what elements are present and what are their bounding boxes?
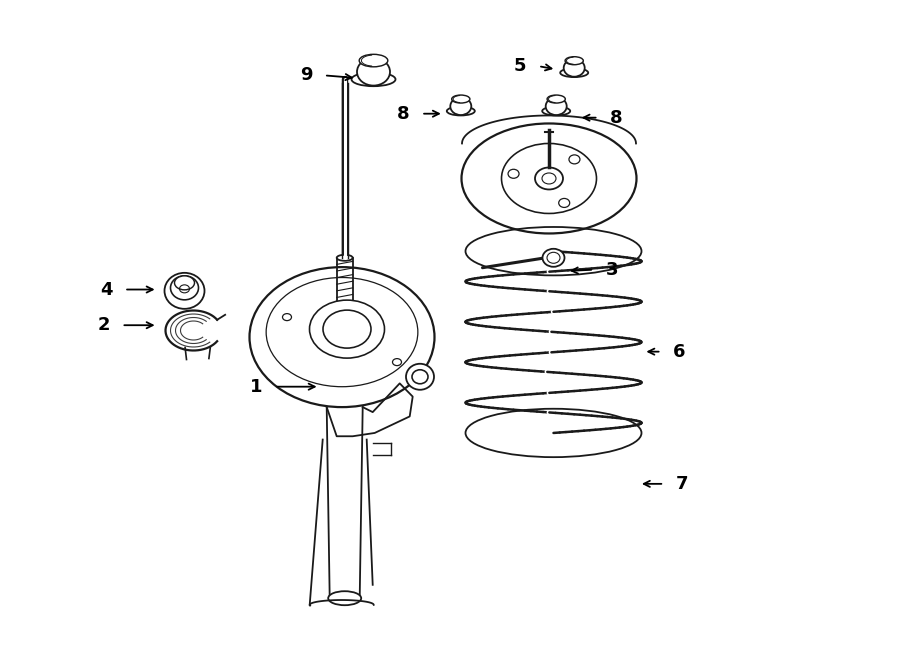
Ellipse shape (323, 310, 371, 348)
Ellipse shape (543, 249, 564, 267)
Ellipse shape (412, 369, 428, 384)
Ellipse shape (337, 254, 353, 261)
Text: 5: 5 (514, 57, 526, 75)
Ellipse shape (359, 54, 388, 67)
Ellipse shape (565, 57, 583, 65)
Text: 8: 8 (610, 108, 623, 127)
Text: 7: 7 (676, 475, 688, 493)
Ellipse shape (337, 301, 353, 307)
Ellipse shape (545, 97, 567, 115)
Ellipse shape (559, 198, 570, 208)
Ellipse shape (535, 167, 563, 190)
Ellipse shape (249, 267, 435, 407)
Ellipse shape (283, 313, 292, 321)
Text: 8: 8 (397, 104, 410, 123)
Ellipse shape (357, 58, 390, 85)
Text: 1: 1 (250, 377, 263, 396)
Ellipse shape (508, 169, 519, 178)
Ellipse shape (352, 73, 395, 86)
Ellipse shape (542, 106, 571, 116)
Ellipse shape (560, 68, 589, 77)
Ellipse shape (563, 59, 585, 77)
Ellipse shape (328, 591, 361, 605)
Ellipse shape (170, 276, 199, 300)
Ellipse shape (175, 276, 194, 290)
Text: 9: 9 (300, 66, 312, 85)
Text: 4: 4 (100, 280, 112, 299)
Ellipse shape (406, 364, 434, 390)
Ellipse shape (446, 106, 475, 116)
Ellipse shape (569, 155, 580, 164)
Ellipse shape (310, 300, 384, 358)
Text: 3: 3 (606, 260, 618, 279)
Ellipse shape (547, 95, 565, 103)
Ellipse shape (450, 97, 472, 115)
Text: 6: 6 (673, 342, 686, 361)
Ellipse shape (392, 359, 401, 366)
Ellipse shape (462, 124, 636, 233)
Text: 2: 2 (97, 316, 110, 334)
Ellipse shape (165, 273, 204, 309)
Ellipse shape (452, 95, 470, 103)
